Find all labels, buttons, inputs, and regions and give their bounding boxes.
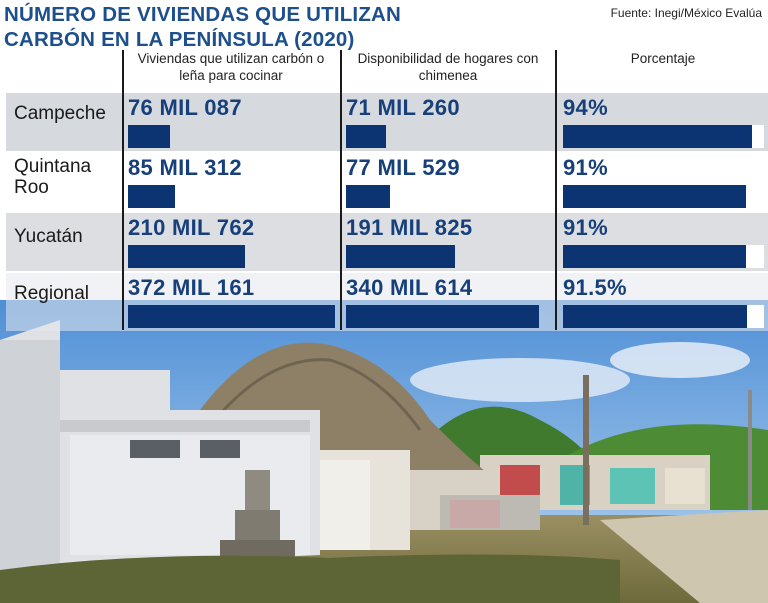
value-label-porcentaje-quintana-roo: 91% (563, 155, 608, 180)
bar-porcentaje-quintana-roo (563, 185, 746, 208)
source-note: Fuente: Inegi/México Evalúa (610, 6, 762, 20)
row-label-campeche: Campeche (14, 103, 106, 124)
column-header-viviendas: Viviendas que utilizan carbón o leña par… (137, 51, 325, 83)
column-divider-3 (555, 50, 557, 330)
bar-chimenea-campeche (346, 125, 386, 148)
value-label-chimenea-yucatan: 191 MIL 825 (346, 215, 473, 240)
bar-porcentaje-yucatan (563, 245, 746, 268)
value-label-porcentaje-yucatan: 91% (563, 215, 608, 240)
bar-viviendas-quintana-roo (128, 185, 175, 208)
bar-viviendas-yucatan (128, 245, 245, 268)
column-header-porcentaje: Porcentaje (630, 51, 696, 66)
row-label-regional: Regional (14, 283, 89, 304)
value-label-chimenea-regional: 340 MIL 614 (346, 275, 473, 300)
row-label-quintana-roo: Quintana Roo (14, 156, 92, 198)
bar-porcentaje-regional (563, 305, 747, 328)
value-label-viviendas-yucatan: 210 MIL 762 (128, 215, 255, 240)
chart-title: NÚMERO DE VIVIENDAS QUE UTILIZAN CARBÓN … (4, 2, 464, 52)
value-label-chimenea-quintana-roo: 77 MIL 529 (346, 155, 460, 180)
value-label-viviendas-regional: 372 MIL 161 (128, 275, 255, 300)
bar-porcentaje-campeche (563, 125, 752, 148)
value-label-chimenea-campeche: 71 MIL 260 (346, 95, 460, 120)
value-label-porcentaje-campeche: 94% (563, 95, 608, 120)
column-divider-1 (122, 50, 124, 330)
value-label-viviendas-quintana-roo: 85 MIL 312 (128, 155, 242, 180)
chart-title-line-1: NÚMERO DE VIVIENDAS QUE UTILIZAN (4, 3, 402, 26)
background-photo (0, 300, 768, 603)
village-scene-image (0, 300, 768, 603)
bar-chimenea-quintana-roo (346, 185, 390, 208)
column-header-chimenea: Disponibilidad de hogares con chimenea (357, 51, 539, 83)
bar-chimenea-yucatan (346, 245, 455, 268)
bar-viviendas-regional (128, 305, 335, 328)
value-label-porcentaje-regional: 91.5% (563, 275, 627, 300)
chart-title-line-2: CARBÓN EN LA PENÍNSULA (2020) (4, 28, 355, 51)
value-label-viviendas-campeche: 76 MIL 087 (128, 95, 242, 120)
column-divider-2 (340, 50, 342, 330)
bar-chimenea-regional (346, 305, 539, 328)
row-label-yucatan: Yucatán (14, 226, 83, 247)
bar-viviendas-campeche (128, 125, 170, 148)
